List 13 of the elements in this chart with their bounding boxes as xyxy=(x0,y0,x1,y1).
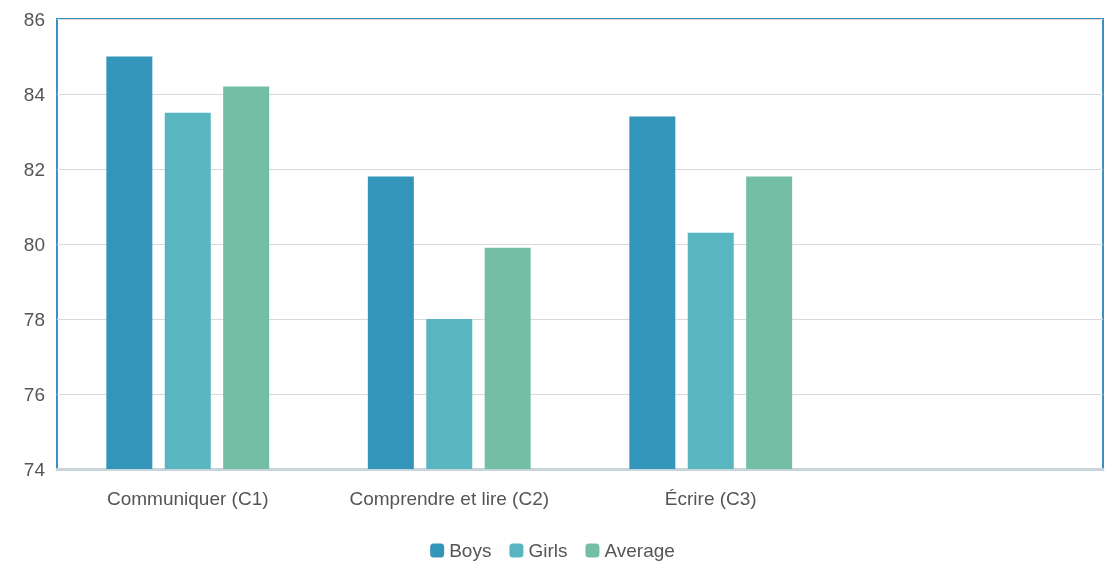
y-tick-label: 80 xyxy=(23,233,45,255)
x-tick-label: Écrire (C3) xyxy=(664,488,757,509)
x-tick-label: Communiquer (C1) xyxy=(106,488,269,509)
y-tick-label: 76 xyxy=(23,383,45,405)
x-tick-label: Comprendre et lire (C2) xyxy=(349,488,550,509)
y-tick-label: 84 xyxy=(23,83,46,105)
y-tick-label: 78 xyxy=(23,308,45,330)
legend-label: Girls xyxy=(528,540,568,561)
legend-label: Average xyxy=(604,540,675,561)
y-tick-label: 82 xyxy=(23,158,45,180)
y-tick-label: 86 xyxy=(23,8,45,30)
legend-label: Boys xyxy=(449,540,492,561)
y-tick-label: 74 xyxy=(23,458,46,480)
